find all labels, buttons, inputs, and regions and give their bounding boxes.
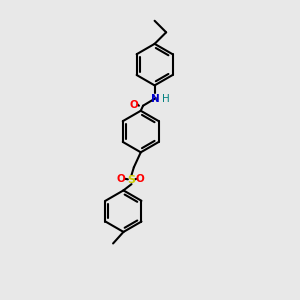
Text: N: N [152, 94, 160, 104]
Text: O: O [117, 174, 125, 184]
Text: O: O [129, 100, 138, 110]
Text: S: S [128, 175, 136, 185]
Text: O: O [136, 174, 145, 184]
Text: H: H [162, 94, 170, 104]
